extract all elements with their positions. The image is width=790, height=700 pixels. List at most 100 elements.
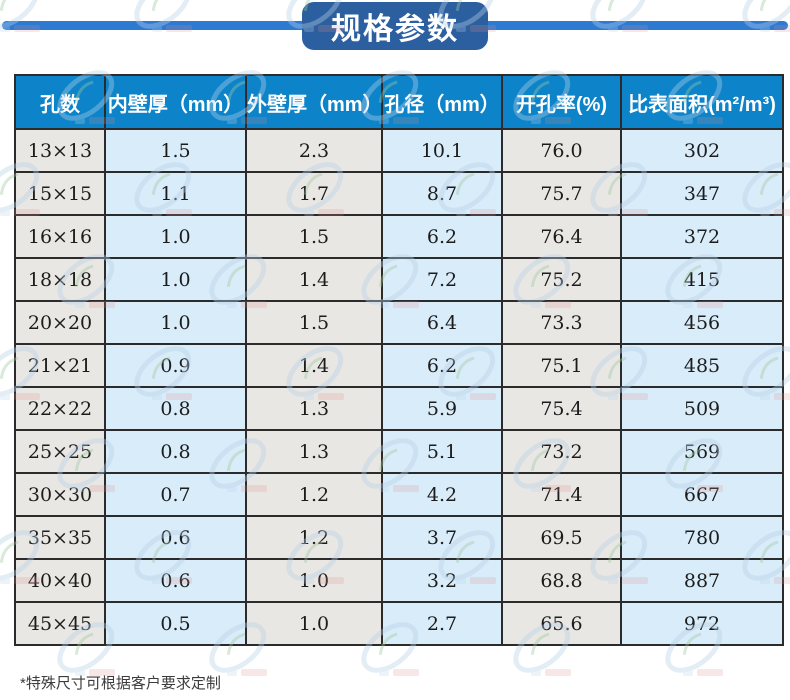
cell-value: 0.8 [104, 386, 247, 431]
table-row: 35×35 0.6 1.2 3.7 69.5 780 [14, 515, 784, 560]
cell-value: 5.9 [381, 386, 503, 431]
cell-value: 0.6 [104, 515, 247, 560]
cell-value: 76.0 [501, 128, 622, 173]
cell-value: 569 [620, 429, 784, 474]
cell-value: 415 [620, 257, 784, 302]
cell-hole-count: 18×18 [14, 257, 106, 302]
cell-value: 509 [620, 386, 784, 431]
table-row: 45×45 0.5 1.0 2.7 65.6 972 [14, 601, 784, 646]
table-row: 13×13 1.5 2.3 10.1 76.0 302 [14, 128, 784, 173]
logo-watermark-icon [0, 0, 54, 39]
cell-hole-count: 30×30 [14, 472, 106, 517]
cell-value: 8.7 [381, 171, 503, 216]
cell-value: 65.6 [501, 601, 622, 646]
cell-hole-count: 16×16 [14, 214, 106, 259]
logo-watermark-icon [730, 0, 790, 39]
cell-value: 1.2 [245, 515, 383, 560]
table-body: 13×13 1.5 2.3 10.1 76.0 302 15×15 1.1 1.7 8.7 75.7… [14, 128, 784, 646]
cell-value: 302 [620, 128, 784, 173]
cell-value: 76.4 [501, 214, 622, 259]
cell-value: 68.8 [501, 558, 622, 603]
table-row: 22×22 0.8 1.3 5.9 75.4 509 [14, 386, 784, 431]
cell-value: 7.2 [381, 257, 503, 302]
cell-value: 1.5 [104, 128, 247, 173]
cell-value: 1.3 [245, 429, 383, 474]
cell-value: 5.1 [381, 429, 503, 474]
cell-value: 3.7 [381, 515, 503, 560]
cell-value: 372 [620, 214, 784, 259]
header-row: 孔数 内壁厚（mm） 外壁厚（mm） 孔径（mm） 开孔率(%) 比表面积(m²/m³) [14, 74, 784, 130]
cell-value: 6.2 [381, 343, 503, 388]
cell-value: 3.2 [381, 558, 503, 603]
cell-value: 0.8 [104, 429, 247, 474]
cell-value: 75.2 [501, 257, 622, 302]
cell-value: 73.3 [501, 300, 622, 345]
cell-value: 75.1 [501, 343, 622, 388]
cell-value: 1.1 [104, 171, 247, 216]
page-title-banner: 规格参数 [302, 2, 488, 50]
table-row: 40×40 0.6 1.0 3.2 68.8 887 [14, 558, 784, 603]
cell-hole-count: 35×35 [14, 515, 106, 560]
cell-value: 10.1 [381, 128, 503, 173]
cell-value: 69.5 [501, 515, 622, 560]
cell-hole-count: 25×25 [14, 429, 106, 474]
cell-value: 1.5 [245, 214, 383, 259]
cell-value: 1.0 [104, 257, 247, 302]
cell-hole-count: 21×21 [14, 343, 106, 388]
cell-value: 1.4 [245, 343, 383, 388]
cell-hole-count: 22×22 [14, 386, 106, 431]
cell-hole-count: 20×20 [14, 300, 106, 345]
logo-watermark-icon [578, 0, 662, 39]
cell-value: 1.2 [245, 472, 383, 517]
spec-table: 孔数 内壁厚（mm） 外壁厚（mm） 孔径（mm） 开孔率(%) 比表面积(m²/m³) … [14, 74, 784, 646]
column-header: 外壁厚（mm） [245, 74, 383, 130]
cell-value: 0.5 [104, 601, 247, 646]
column-header: 开孔率(%) [501, 74, 622, 130]
cell-value: 667 [620, 472, 784, 517]
cell-value: 2.7 [381, 601, 503, 646]
cell-value: 1.5 [245, 300, 383, 345]
cell-hole-count: 40×40 [14, 558, 106, 603]
cell-value: 73.2 [501, 429, 622, 474]
column-header: 孔径（mm） [381, 74, 503, 130]
cell-value: 1.0 [245, 601, 383, 646]
cell-value: 2.3 [245, 128, 383, 173]
cell-value: 1.4 [245, 257, 383, 302]
table-row: 16×16 1.0 1.5 6.2 76.4 372 [14, 214, 784, 259]
cell-value: 1.0 [104, 300, 247, 345]
cell-value: 75.7 [501, 171, 622, 216]
column-header: 孔数 [14, 74, 106, 130]
column-header: 内壁厚（mm） [104, 74, 247, 130]
cell-value: 1.7 [245, 171, 383, 216]
cell-value: 6.2 [381, 214, 503, 259]
cell-value: 4.2 [381, 472, 503, 517]
table-row: 25×25 0.8 1.3 5.1 73.2 569 [14, 429, 784, 474]
cell-value: 780 [620, 515, 784, 560]
cell-value: 1.0 [245, 558, 383, 603]
cell-value: 972 [620, 601, 784, 646]
table-row: 15×15 1.1 1.7 8.7 75.7 347 [14, 171, 784, 216]
cell-value: 71.4 [501, 472, 622, 517]
cell-hole-count: 15×15 [14, 171, 106, 216]
cell-value: 1.0 [104, 214, 247, 259]
table-row: 21×21 0.9 1.4 6.2 75.1 485 [14, 343, 784, 388]
footnote: *特殊尺寸可根据客户要求定制 [20, 675, 221, 692]
cell-value: 0.7 [104, 472, 247, 517]
cell-value: 0.6 [104, 558, 247, 603]
page-title: 规格参数 [331, 13, 459, 46]
cell-value: 0.9 [104, 343, 247, 388]
cell-value: 485 [620, 343, 784, 388]
cell-value: 347 [620, 171, 784, 216]
table-row: 18×18 1.0 1.4 7.2 75.2 415 [14, 257, 784, 302]
cell-value: 1.3 [245, 386, 383, 431]
table-row: 30×30 0.7 1.2 4.2 71.4 667 [14, 472, 784, 517]
cell-value: 6.4 [381, 300, 503, 345]
cell-value: 456 [620, 300, 784, 345]
column-header: 比表面积(m²/m³) [620, 74, 784, 130]
cell-hole-count: 45×45 [14, 601, 106, 646]
logo-watermark-icon [122, 0, 206, 39]
cell-value: 887 [620, 558, 784, 603]
cell-value: 75.4 [501, 386, 622, 431]
cell-hole-count: 13×13 [14, 128, 106, 173]
